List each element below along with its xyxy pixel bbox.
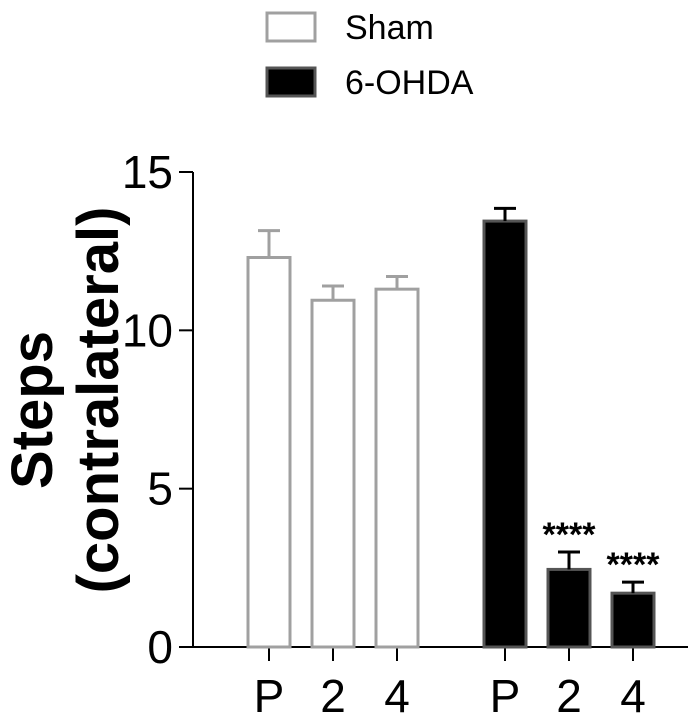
x-tick-label: P bbox=[490, 670, 521, 722]
bar bbox=[546, 567, 592, 649]
y-axis: 0 5 10 15 bbox=[122, 146, 194, 673]
y-tick-label: 5 bbox=[147, 463, 173, 515]
legend: Sham 6-OHDA bbox=[265, 9, 474, 102]
legend-label: 6-OHDA bbox=[345, 64, 474, 102]
significance-label: **** bbox=[607, 546, 661, 584]
bars: **** **** bbox=[246, 206, 661, 649]
legend-swatch bbox=[265, 66, 317, 98]
significance-label: **** bbox=[543, 516, 597, 554]
y-tick-label: 0 bbox=[147, 621, 173, 673]
bar bbox=[246, 256, 292, 649]
y-axis-label: Steps bbox=[0, 331, 65, 489]
y-axis-label-sub: (contralateral) bbox=[66, 207, 131, 594]
y-tick-label: 15 bbox=[122, 146, 173, 198]
x-tick-label: 4 bbox=[620, 670, 646, 722]
legend-swatch bbox=[265, 11, 317, 43]
legend-label: Sham bbox=[345, 9, 434, 47]
x-tick-label: 2 bbox=[556, 670, 582, 722]
x-tick-label: 4 bbox=[384, 670, 410, 722]
x-tick-label: P bbox=[254, 670, 285, 722]
y-tick-label: 10 bbox=[122, 304, 173, 356]
bar bbox=[610, 591, 656, 649]
x-tick-label: 2 bbox=[320, 670, 346, 722]
bar bbox=[374, 287, 420, 649]
bar bbox=[482, 219, 528, 649]
bar bbox=[310, 298, 356, 649]
